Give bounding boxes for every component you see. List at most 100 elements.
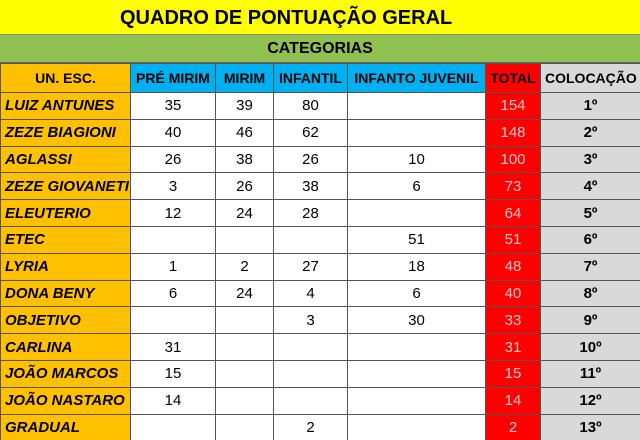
table-cell: 14 bbox=[485, 386, 541, 415]
table-cell: ZEZE BIAGIONI bbox=[0, 118, 131, 147]
table-row: DONA BENY 6 24 4 6 40 8º bbox=[0, 279, 640, 308]
table-cell: 12 bbox=[130, 199, 216, 227]
table-row: AGLASSI 26 38 26 10 100 3º bbox=[0, 145, 640, 174]
table-cell: 24 bbox=[215, 199, 274, 227]
table-cell: 6 bbox=[130, 279, 216, 308]
table-cell: 6 bbox=[347, 279, 486, 308]
table-cell: 154 bbox=[485, 92, 541, 120]
table-body: LUIZ ANTUNES 35 39 80 154 1º ZEZE BIAGIONI 40 46… bbox=[0, 92, 640, 440]
table-cell: 26 bbox=[273, 145, 348, 174]
table-cell: 30 bbox=[347, 306, 486, 335]
column-header: COLOCAÇÃO bbox=[540, 63, 640, 93]
table-cell: 5º bbox=[540, 199, 640, 227]
table-cell: 51 bbox=[347, 225, 486, 254]
table-cell bbox=[273, 225, 348, 254]
table-cell: 11º bbox=[540, 359, 640, 388]
table-cell: LUIZ ANTUNES bbox=[0, 92, 131, 120]
table-cell bbox=[215, 386, 274, 415]
table-cell: 2 bbox=[485, 413, 541, 440]
table-row: ZEZE BIAGIONI 40 46 62 148 2º bbox=[0, 118, 640, 147]
column-header: INFANTO JUVENIL bbox=[347, 63, 486, 93]
table-cell bbox=[215, 359, 274, 388]
table-row: CARLINA 31 31 10º bbox=[0, 333, 640, 361]
table-cell: 148 bbox=[485, 118, 541, 147]
table-cell: 3 bbox=[130, 172, 216, 201]
table-cell bbox=[347, 199, 486, 227]
table-cell: 3º bbox=[540, 145, 640, 174]
table-cell: 27 bbox=[273, 252, 348, 281]
table-cell: 100 bbox=[485, 145, 541, 174]
table-cell: 73 bbox=[485, 172, 541, 201]
table-cell bbox=[347, 386, 486, 415]
table-cell: 15 bbox=[130, 359, 216, 388]
column-header: INFANTIL bbox=[273, 63, 348, 93]
table-cell: 3 bbox=[273, 306, 348, 335]
table-cell: 1º bbox=[540, 92, 640, 120]
table-cell: 26 bbox=[215, 172, 274, 201]
header-row: UN. ESC. PRÉ MIRIM MIRIM INFANTIL INFANTO JU… bbox=[0, 63, 640, 93]
table-cell: 46 bbox=[215, 118, 274, 147]
table-cell bbox=[347, 359, 486, 388]
table-row: JOÃO MARCOS 15 15 11º bbox=[0, 359, 640, 388]
table-cell bbox=[273, 333, 348, 361]
table-row: ZEZE GIOVANETI 3 26 38 6 73 4º bbox=[0, 172, 640, 201]
table-cell: 38 bbox=[215, 145, 274, 174]
table-cell: JOÃO MARCOS bbox=[0, 359, 131, 388]
table-cell: 18 bbox=[347, 252, 486, 281]
table-cell bbox=[215, 225, 274, 254]
table-cell: 40 bbox=[485, 279, 541, 308]
table-cell: CARLINA bbox=[0, 333, 131, 361]
table-cell: 4 bbox=[273, 279, 348, 308]
table-cell: 10 bbox=[347, 145, 486, 174]
table-cell: OBJETIVO bbox=[0, 306, 131, 335]
table-cell: 31 bbox=[130, 333, 216, 361]
table-cell bbox=[273, 359, 348, 388]
table-cell: LYRIA bbox=[0, 252, 131, 281]
table-cell: 64 bbox=[485, 199, 541, 227]
table-cell: 80 bbox=[273, 92, 348, 120]
table-cell: 14 bbox=[130, 386, 216, 415]
table-cell: 28 bbox=[273, 199, 348, 227]
table-cell: 2 bbox=[273, 413, 348, 440]
table-cell: 48 bbox=[485, 252, 541, 281]
table-cell: 13º bbox=[540, 413, 640, 440]
table-cell: 6 bbox=[347, 172, 486, 201]
title: QUADRO DE PONTUAÇÃO GERAL bbox=[0, 0, 640, 35]
table-cell bbox=[130, 306, 216, 335]
table-cell: 35 bbox=[130, 92, 216, 120]
table-cell: 62 bbox=[273, 118, 348, 147]
table-cell: 38 bbox=[273, 172, 348, 201]
categories-banner: CATEGORIAS bbox=[0, 35, 640, 63]
table-row: ELEUTERIO 12 24 28 64 5º bbox=[0, 199, 640, 227]
table-row: JOÃO NASTARO 14 14 12º bbox=[0, 386, 640, 415]
table-cell: ZEZE GIOVANETI bbox=[0, 172, 131, 201]
table-cell: JOÃO NASTARO bbox=[0, 386, 131, 415]
table-cell: 31 bbox=[485, 333, 541, 361]
table-cell: 2º bbox=[540, 118, 640, 147]
table-cell: AGLASSI bbox=[0, 145, 131, 174]
table-cell bbox=[130, 225, 216, 254]
table-cell: DONA BENY bbox=[0, 279, 131, 308]
table-cell bbox=[347, 92, 486, 120]
table-row: ETEC 51 51 6º bbox=[0, 225, 640, 254]
table-cell: 4º bbox=[540, 172, 640, 201]
table-cell bbox=[215, 413, 274, 440]
table-cell: ETEC bbox=[0, 225, 131, 254]
table-cell: 10º bbox=[540, 333, 640, 361]
table-cell: 40 bbox=[130, 118, 216, 147]
table-row: OBJETIVO 3 30 33 9º bbox=[0, 306, 640, 335]
score-table: UN. ESC. PRÉ MIRIM MIRIM INFANTIL INFANTO JU… bbox=[0, 63, 640, 440]
table-cell: 51 bbox=[485, 225, 541, 254]
column-header: PRÉ MIRIM bbox=[130, 63, 216, 93]
table-cell: 1 bbox=[130, 252, 216, 281]
table-cell: 26 bbox=[130, 145, 216, 174]
table-row: GRADUAL 2 2 13º bbox=[0, 413, 640, 440]
column-header: TOTAL bbox=[485, 63, 541, 93]
table-row: LYRIA 1 2 27 18 48 7º bbox=[0, 252, 640, 281]
table-cell bbox=[130, 413, 216, 440]
table-cell: 7º bbox=[540, 252, 640, 281]
column-header: MIRIM bbox=[215, 63, 274, 93]
table-cell: 15 bbox=[485, 359, 541, 388]
table-cell bbox=[347, 333, 486, 361]
